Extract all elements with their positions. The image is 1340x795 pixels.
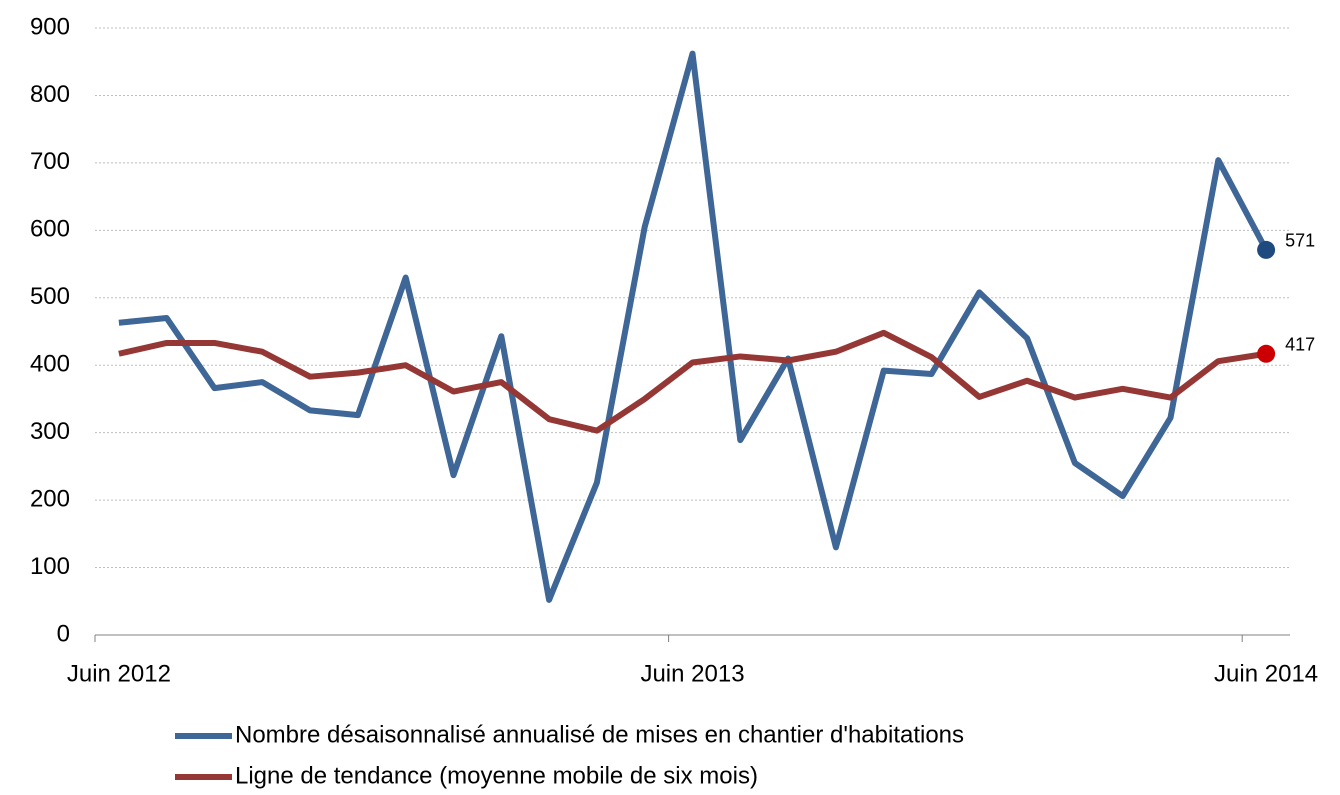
y-tick-label: 900 [30,13,70,40]
y-tick-label: 200 [30,485,70,512]
y-tick-label: 500 [30,283,70,310]
y-tick-label: 400 [30,351,70,378]
legend-label: Nombre désaisonnalisé annualisé de mises… [235,721,964,748]
end-marker [1257,344,1276,363]
y-tick-label: 100 [30,553,70,580]
x-tick-label: Juin 2013 [640,660,744,687]
y-tick-label: 0 [57,620,70,647]
y-tick-label: 700 [30,148,70,175]
data-label: 571 [1285,231,1315,251]
y-tick-label: 800 [30,81,70,108]
legend-label: Ligne de tendance (moyenne mobile de six… [235,762,758,789]
x-tick-label: Juin 2012 [67,660,171,687]
y-tick-label: 300 [30,418,70,445]
series-line [118,50,1269,603]
data-label: 417 [1285,335,1315,355]
y-tick-label: 600 [30,216,70,243]
x-tick-label: Juin 2014 [1214,660,1318,687]
series-line [118,329,1267,434]
end-marker [1257,240,1276,259]
